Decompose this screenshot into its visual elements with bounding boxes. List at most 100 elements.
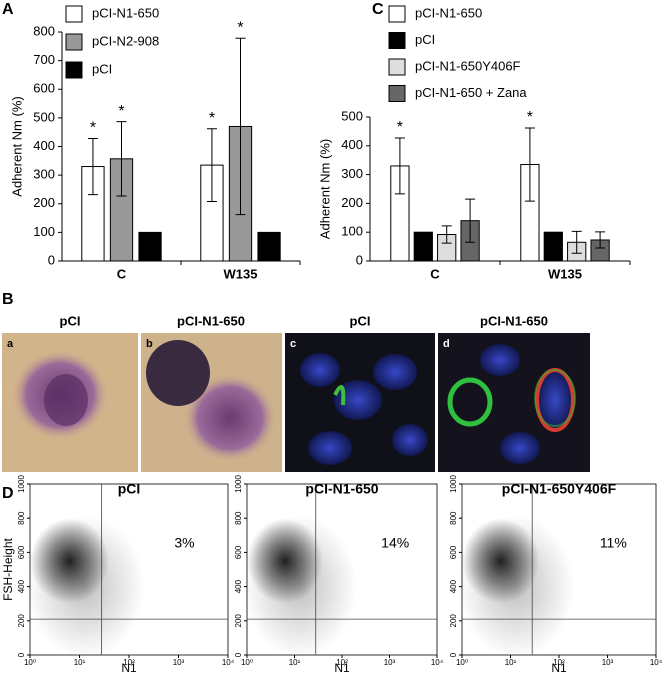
x-tick-label: C bbox=[117, 266, 127, 281]
x-tick-label: 10¹ bbox=[74, 658, 86, 667]
x-tick-label: 10³ bbox=[602, 658, 614, 667]
y-tick-label: 100 bbox=[33, 224, 55, 239]
y-tick-label: 0 bbox=[48, 252, 55, 267]
error-bar bbox=[571, 230, 582, 254]
error-bar bbox=[524, 127, 535, 202]
y-tick-label: 200 bbox=[449, 614, 458, 628]
legend-swatch bbox=[65, 5, 83, 23]
bar bbox=[413, 231, 433, 262]
error-bar bbox=[235, 37, 246, 216]
panel-label: D bbox=[2, 485, 14, 502]
y-tick-label: 800 bbox=[33, 23, 55, 38]
legend-swatch bbox=[65, 33, 83, 51]
x-tick-label: W135 bbox=[548, 266, 582, 281]
legend-swatch bbox=[388, 5, 406, 23]
y-tick-label: 600 bbox=[17, 545, 26, 559]
x-tick-label: 10² bbox=[553, 658, 565, 667]
y-tick-label: 800 bbox=[17, 511, 26, 525]
y-tick-label: 800 bbox=[234, 511, 243, 525]
gate-percentage: 11% bbox=[600, 535, 627, 551]
bar bbox=[543, 231, 563, 262]
y-tick-label: 400 bbox=[449, 579, 458, 593]
x-tick-label: 10⁰ bbox=[456, 658, 468, 667]
y-tick-label: 400 bbox=[33, 138, 55, 153]
plot-title: pCI bbox=[118, 481, 141, 497]
x-tick-label: 10¹ bbox=[289, 658, 301, 667]
image-letter: d bbox=[443, 338, 450, 350]
error-bar bbox=[441, 225, 452, 244]
significance-mark: * bbox=[90, 120, 96, 137]
y-axis-label: Adherent Nm (%) bbox=[9, 96, 24, 196]
legend-label: pCI-N1-650Y406F bbox=[415, 58, 521, 73]
significance-mark: * bbox=[527, 109, 533, 126]
legend-swatch bbox=[388, 32, 406, 49]
x-axis-label: N1 bbox=[334, 661, 350, 675]
y-tick-label: 200 bbox=[17, 614, 26, 628]
y-tick-label: 300 bbox=[341, 166, 363, 181]
x-axis-label: N1 bbox=[551, 661, 567, 675]
legend-swatch bbox=[388, 58, 406, 76]
image-letter: a bbox=[7, 338, 14, 350]
micrograph-panel bbox=[2, 333, 590, 472]
x-tick-label: 10² bbox=[336, 658, 348, 667]
legend-label: pCI bbox=[415, 32, 435, 47]
y-tick-label: 400 bbox=[17, 579, 26, 593]
y-tick-label: 0 bbox=[356, 252, 363, 267]
legend-swatch bbox=[388, 85, 406, 102]
panel-label: A bbox=[2, 1, 14, 18]
y-tick-label: 600 bbox=[33, 81, 55, 96]
x-axis-label: N1 bbox=[121, 661, 137, 675]
image-title: pCI bbox=[350, 313, 371, 328]
x-tick-label: 10⁴ bbox=[222, 658, 235, 667]
error-bar bbox=[116, 121, 127, 197]
significance-mark: * bbox=[118, 103, 124, 120]
y-tick-label: 1000 bbox=[449, 475, 458, 493]
density-cloud bbox=[243, 514, 358, 659]
image-title: pCI-N1-650 bbox=[480, 313, 548, 328]
significance-mark: * bbox=[237, 20, 243, 37]
image-title: pCI-N1-650 bbox=[177, 313, 245, 328]
legend-label: pCI bbox=[92, 61, 112, 76]
gate-percentage: 3% bbox=[174, 535, 194, 551]
gate-percentage: 14% bbox=[381, 535, 409, 551]
y-tick-label: 400 bbox=[341, 137, 363, 152]
y-tick-label: 0 bbox=[449, 652, 458, 657]
plot-title: pCI-N1-650Y406F bbox=[502, 481, 617, 497]
y-tick-label: 200 bbox=[234, 614, 243, 628]
bar bbox=[138, 231, 162, 262]
x-tick-label: W135 bbox=[224, 266, 258, 281]
x-tick-label: 10³ bbox=[384, 658, 396, 667]
y-tick-label: 500 bbox=[33, 109, 55, 124]
error-bar bbox=[595, 231, 606, 249]
y-tick-label: 200 bbox=[33, 195, 55, 210]
y-tick-label: 100 bbox=[341, 224, 363, 239]
x-tick-label: 10⁴ bbox=[431, 658, 444, 667]
significance-mark: * bbox=[209, 110, 215, 127]
y-tick-label: 500 bbox=[341, 108, 363, 123]
density-cloud bbox=[26, 514, 145, 659]
error-bar bbox=[87, 137, 98, 196]
y-axis-label: Adherent Nm (%) bbox=[317, 139, 332, 239]
image-title: pCI bbox=[60, 313, 81, 328]
legend-swatch bbox=[65, 61, 83, 79]
y-tick-label: 700 bbox=[33, 52, 55, 67]
error-bar bbox=[206, 128, 217, 202]
legend-label: pCI-N1-650 + Zana bbox=[415, 85, 527, 100]
legend-label: pCI-N1-650 bbox=[92, 5, 159, 20]
x-tick-label: 10⁰ bbox=[24, 658, 36, 667]
y-tick-label: 600 bbox=[449, 545, 458, 559]
plot-title: pCI-N1-650 bbox=[305, 481, 378, 497]
y-tick-label: 1000 bbox=[234, 475, 243, 493]
x-tick-label: 10² bbox=[123, 658, 135, 667]
bar bbox=[257, 231, 281, 262]
y-tick-label: 1000 bbox=[17, 475, 26, 493]
legend-label: pCI-N1-650 bbox=[415, 5, 482, 20]
y-tick-label: 300 bbox=[33, 167, 55, 182]
density-cloud bbox=[458, 514, 575, 659]
y-axis-label: FSH-Height bbox=[1, 537, 15, 600]
significance-mark: * bbox=[397, 119, 403, 136]
y-tick-label: 800 bbox=[449, 511, 458, 525]
x-tick-label: 10⁰ bbox=[241, 658, 253, 667]
y-tick-label: 200 bbox=[341, 195, 363, 210]
